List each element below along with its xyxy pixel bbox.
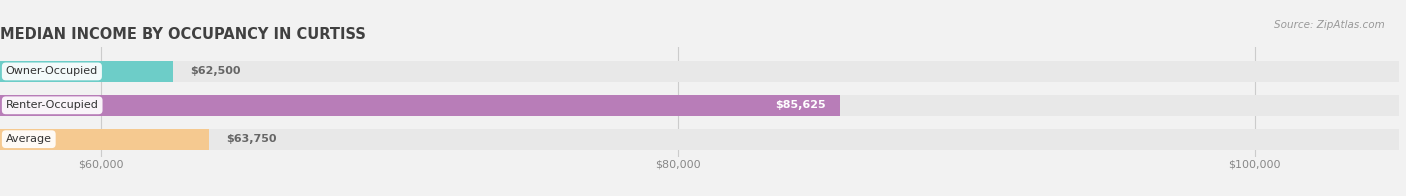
- Text: $85,625: $85,625: [775, 100, 825, 110]
- Text: $62,500: $62,500: [190, 66, 240, 76]
- Text: Average: Average: [6, 134, 52, 144]
- Bar: [0, 61, 173, 82]
- Text: Owner-Occupied: Owner-Occupied: [6, 66, 98, 76]
- Bar: [0, 95, 841, 116]
- Text: Source: ZipAtlas.com: Source: ZipAtlas.com: [1274, 20, 1385, 30]
- Text: MEDIAN INCOME BY OCCUPANCY IN CURTISS: MEDIAN INCOME BY OCCUPANCY IN CURTISS: [0, 27, 366, 42]
- Bar: [0, 129, 209, 150]
- Bar: [0, 95, 1399, 116]
- Bar: [0, 129, 1399, 150]
- Text: Renter-Occupied: Renter-Occupied: [6, 100, 98, 110]
- Bar: [0, 61, 1399, 82]
- Text: $63,750: $63,750: [226, 134, 277, 144]
